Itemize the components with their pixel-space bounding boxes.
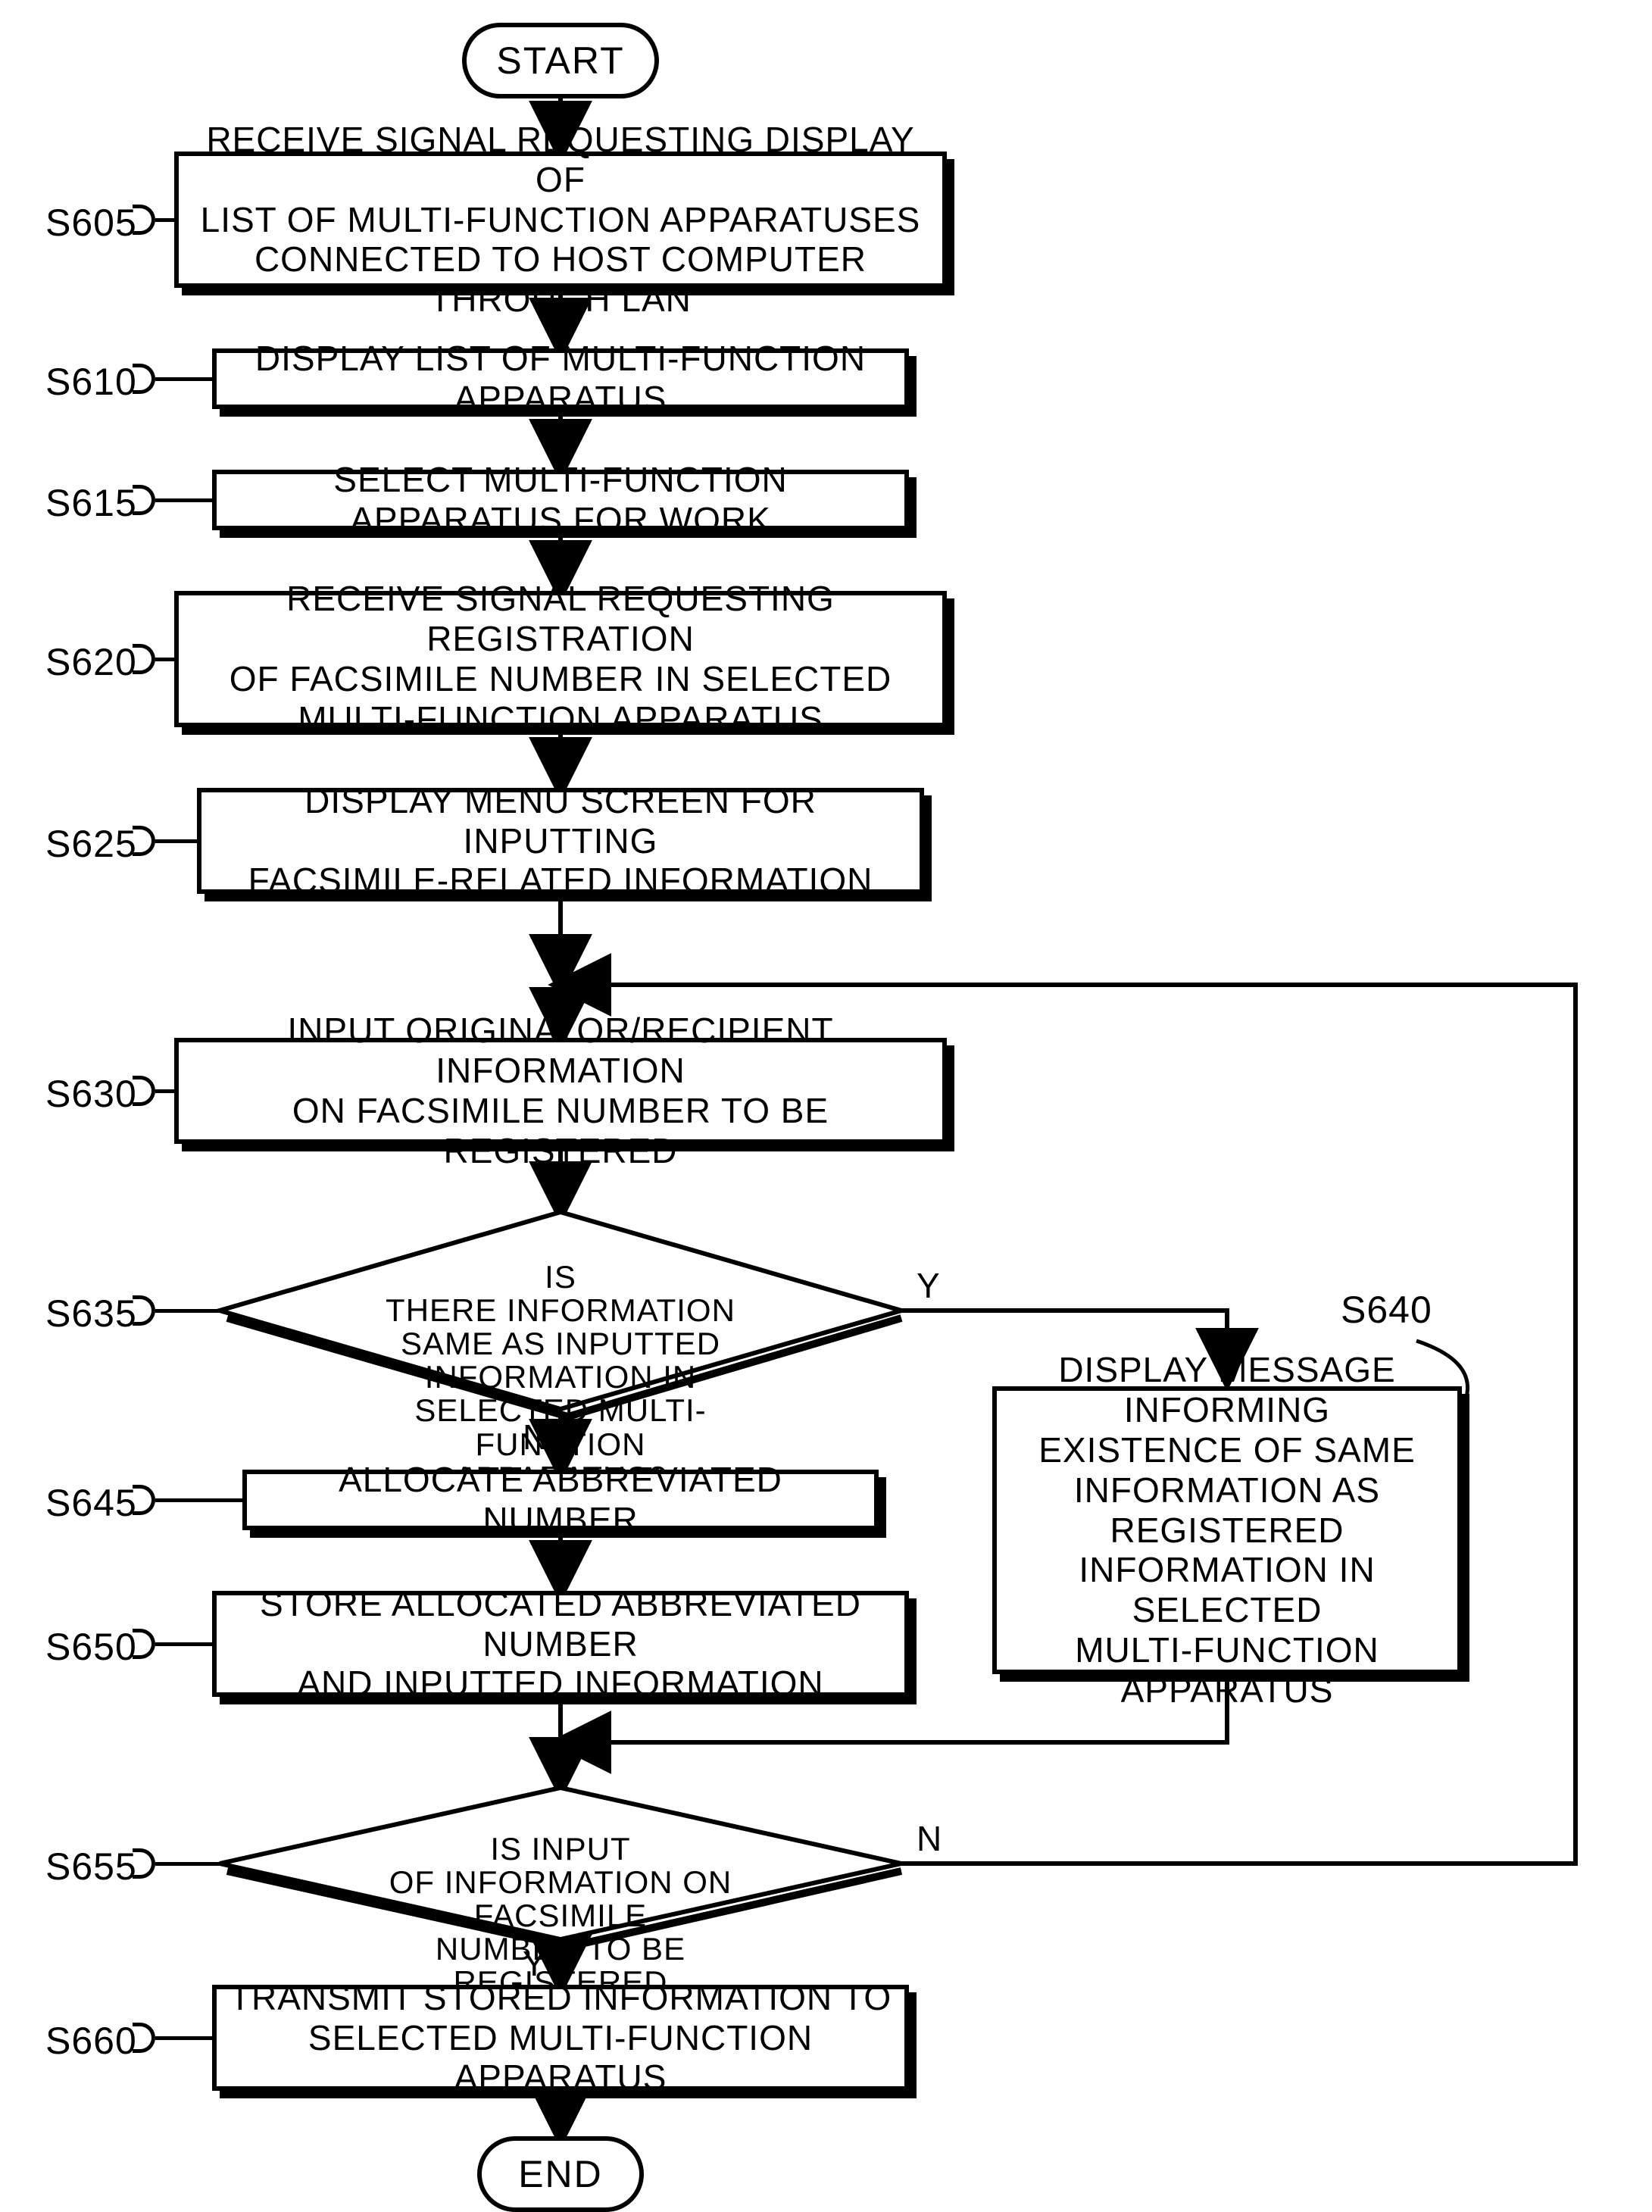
step-s610-text: DISPLAY LIST OF MULTI-FUNCTION APPARATUS bbox=[226, 339, 895, 419]
step-s620-text: RECEIVE SIGNAL REQUESTING REGISTRATION O… bbox=[188, 579, 933, 739]
label-s615: S615 bbox=[45, 481, 137, 525]
step-s630-text: INPUT ORIGINATOR/RECIPIENT INFORMATION O… bbox=[188, 1011, 933, 1171]
step-s650: STORE ALLOCATED ABBREVIATED NUMBER AND I… bbox=[212, 1591, 909, 1697]
label-s645: S645 bbox=[45, 1481, 137, 1525]
s635-yes: Y bbox=[917, 1265, 940, 1306]
label-s620: S620 bbox=[45, 640, 137, 684]
flowchart-canvas: START RECEIVE SIGNAL REQUESTING DISPLAY … bbox=[0, 0, 1652, 2154]
step-s650-text: STORE ALLOCATED ABBREVIATED NUMBER AND I… bbox=[226, 1584, 895, 1704]
label-s605: S605 bbox=[45, 201, 137, 245]
end-terminator: END bbox=[477, 2136, 644, 2212]
decision-s635-text: IS THERE INFORMATION SAME AS INPUTTED IN… bbox=[333, 1227, 788, 1495]
start-terminator: START bbox=[462, 23, 659, 98]
s635-no: N bbox=[523, 1417, 548, 1457]
step-s645: ALLOCATE ABBREVIATED NUMBER bbox=[242, 1470, 879, 1530]
step-s660-text: TRANSMIT STORED INFORMATION TO SELECTED … bbox=[226, 1978, 895, 2098]
label-s625: S625 bbox=[45, 822, 137, 866]
s655-yes: Y bbox=[523, 1943, 546, 1984]
step-s630: INPUT ORIGINATOR/RECIPIENT INFORMATION O… bbox=[174, 1038, 947, 1144]
step-s605-text: RECEIVE SIGNAL REQUESTING DISPLAY OF LIS… bbox=[188, 120, 933, 320]
label-s630: S630 bbox=[45, 1072, 137, 1116]
step-s640: DISPLAY MESSAGE INFORMING EXISTENCE OF S… bbox=[992, 1386, 1462, 1674]
step-s645-text: ALLOCATE ABBREVIATED NUMBER bbox=[256, 1460, 865, 1540]
step-s625: DISPLAY MENU SCREEN FOR INPUTTING FACSIM… bbox=[197, 788, 924, 894]
step-s620: RECEIVE SIGNAL REQUESTING REGISTRATION O… bbox=[174, 591, 947, 727]
step-s610: DISPLAY LIST OF MULTI-FUNCTION APPARATUS bbox=[212, 348, 909, 409]
step-s625-text: DISPLAY MENU SCREEN FOR INPUTTING FACSIM… bbox=[211, 781, 910, 901]
label-s635: S635 bbox=[45, 1292, 137, 1336]
label-s610: S610 bbox=[45, 360, 137, 404]
label-s660: S660 bbox=[45, 2019, 137, 2063]
label-s650: S650 bbox=[45, 1625, 137, 1669]
s655-no: N bbox=[917, 1818, 942, 1859]
start-label: START bbox=[496, 39, 624, 83]
label-s640: S640 bbox=[1341, 1288, 1432, 1332]
step-s660: TRANSMIT STORED INFORMATION TO SELECTED … bbox=[212, 1985, 909, 2091]
step-s640-text: DISPLAY MESSAGE INFORMING EXISTENCE OF S… bbox=[1006, 1350, 1448, 1711]
label-s655: S655 bbox=[45, 1845, 137, 1889]
step-s615: SELECT MULTI-FUNCTION APPARATUS FOR WORK bbox=[212, 470, 909, 530]
end-label: END bbox=[518, 2152, 603, 2196]
step-s605: RECEIVE SIGNAL REQUESTING DISPLAY OF LIS… bbox=[174, 152, 947, 288]
step-s615-text: SELECT MULTI-FUNCTION APPARATUS FOR WORK bbox=[226, 460, 895, 540]
